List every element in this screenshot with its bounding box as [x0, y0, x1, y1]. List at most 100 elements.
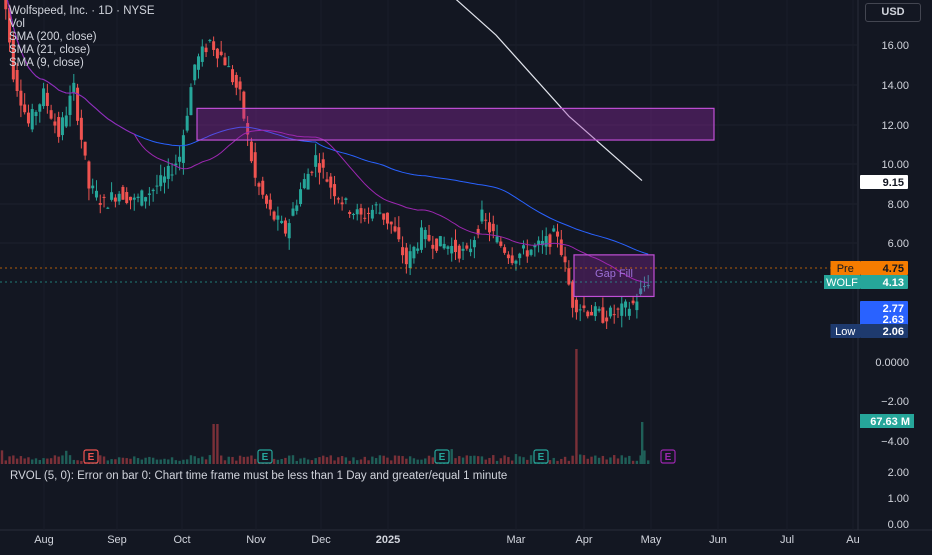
- volume-tick-label: 0.00: [888, 519, 909, 531]
- volume-bar: [450, 449, 453, 464]
- candle-body: [299, 189, 303, 205]
- low-price-label: 2.06: [883, 326, 904, 338]
- candle-body: [53, 121, 57, 126]
- legend-sma-9[interactable]: SMA (9, close): [9, 57, 84, 69]
- candle-body: [132, 197, 136, 200]
- volume-bar: [23, 458, 26, 464]
- volume-bar: [560, 458, 563, 464]
- volume-bar: [57, 456, 60, 464]
- candle-body: [367, 212, 371, 214]
- time-tick-label: Nov: [246, 534, 266, 546]
- volume-bar: [374, 458, 378, 464]
- candle-body: [438, 236, 442, 247]
- volume-bar: [125, 458, 128, 464]
- candle-body: [310, 171, 314, 173]
- volume-bar: [507, 457, 510, 464]
- volume-bar: [571, 455, 574, 464]
- candle-body: [427, 234, 431, 241]
- volume-bar: [424, 458, 427, 464]
- candle-body: [215, 48, 219, 59]
- volume-bar: [431, 457, 435, 464]
- volume-bar: [582, 455, 586, 464]
- price-tick-label: 10.00: [881, 159, 909, 171]
- resistance-zone[interactable]: [196, 107, 715, 141]
- candle-body: [419, 227, 423, 250]
- time-tick-label: Jun: [709, 534, 727, 546]
- earnings-marker[interactable]: [257, 449, 273, 464]
- candle-body: [49, 110, 53, 119]
- candle-body: [469, 248, 473, 253]
- legend-symbol-title[interactable]: Wolfspeed, Inc. · 1D · NYSE: [9, 5, 155, 17]
- volume-bar: [68, 455, 72, 464]
- candle-body: [314, 155, 318, 167]
- volume-bar: [526, 459, 529, 464]
- candle-body: [404, 247, 408, 265]
- volume-bar: [480, 456, 484, 464]
- gap-fill-label: Gap Fill: [595, 268, 633, 280]
- volume-bar: [121, 457, 125, 464]
- candle-body: [397, 227, 401, 240]
- oscillator-tick-label: −2.00: [881, 396, 909, 408]
- volume-bar: [631, 460, 635, 464]
- volume-bar: [204, 459, 208, 464]
- candle-body: [514, 260, 518, 264]
- volume-bar: [310, 460, 314, 464]
- candle-body: [91, 185, 95, 189]
- candle-body: [193, 64, 197, 81]
- candle-body: [204, 47, 208, 53]
- volume-bar: [458, 456, 461, 464]
- candle-body: [197, 56, 201, 70]
- low-price-label-tag: Low: [835, 326, 855, 338]
- candle-body: [272, 211, 276, 220]
- volume-bar: [340, 456, 344, 464]
- volume-bar: [170, 457, 174, 464]
- volume-bar: [420, 459, 423, 464]
- candle-body: [94, 190, 98, 198]
- candle-body: [249, 141, 253, 162]
- volume-bar: [140, 459, 144, 464]
- volume-bar: [133, 456, 136, 464]
- time-tick-label: 2025: [376, 534, 400, 546]
- candle-body: [446, 246, 450, 249]
- volume-tick-label: 1.00: [888, 493, 909, 505]
- volume-bar: [412, 458, 416, 464]
- volume-bar: [499, 458, 503, 464]
- candle-body: [408, 251, 412, 269]
- candle-body: [586, 311, 590, 317]
- gap-fill-zone[interactable]: [573, 254, 655, 298]
- volume-bar: [613, 455, 616, 464]
- legend-volume[interactable]: Vol: [9, 18, 25, 30]
- volume-bar: [76, 460, 79, 464]
- volume-bar: [235, 460, 238, 464]
- volume-bar: [182, 459, 185, 464]
- legend-sma-21[interactable]: SMA (21, close): [9, 44, 91, 56]
- volume-bar: [110, 459, 113, 464]
- legend-sma-200[interactable]: SMA (200, close): [9, 31, 97, 43]
- candle-body: [317, 163, 321, 173]
- volume-label-bg: [860, 414, 914, 428]
- candle-body: [110, 192, 114, 200]
- candle-body: [544, 236, 548, 247]
- earnings-marker[interactable]: [533, 449, 549, 464]
- volume-bar: [597, 457, 601, 464]
- volume-bar: [291, 455, 295, 464]
- volume-bar: [605, 459, 608, 464]
- candle-body: [506, 254, 510, 259]
- earnings-marker-label: E: [439, 452, 446, 463]
- candle-body: [605, 317, 609, 322]
- candle-body: [597, 308, 601, 311]
- candle-body: [401, 247, 405, 256]
- volume-bar: [465, 455, 469, 464]
- volume-bar: [314, 458, 317, 464]
- candle-body: [178, 156, 182, 162]
- time-tick-label: Au: [846, 534, 859, 546]
- currency-button[interactable]: USD: [865, 3, 921, 22]
- volume-bar: [647, 460, 650, 464]
- candle-body: [616, 308, 620, 310]
- earnings-marker[interactable]: [660, 449, 676, 464]
- earnings-marker[interactable]: [434, 449, 450, 464]
- candle-body: [525, 250, 529, 257]
- earnings-marker[interactable]: [83, 449, 99, 464]
